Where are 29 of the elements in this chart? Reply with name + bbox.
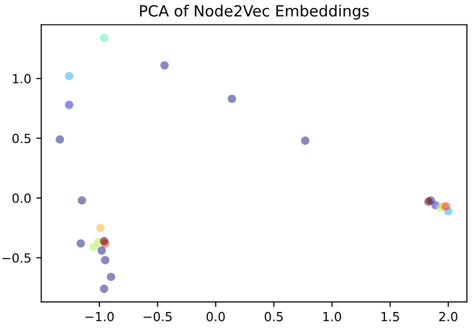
x-tick-label: −0.5 bbox=[144, 312, 172, 322]
point bbox=[100, 34, 108, 42]
point bbox=[100, 284, 108, 293]
x-tick-label: 0.0 bbox=[206, 312, 225, 322]
point bbox=[301, 136, 310, 145]
point bbox=[96, 224, 105, 232]
y-tick-label: 0.5 bbox=[12, 134, 30, 144]
point bbox=[76, 239, 85, 248]
chart-title: PCA of Node2Vec Embeddings bbox=[140, 4, 369, 20]
x-tick-label: 1.5 bbox=[382, 312, 399, 322]
y-tick-label: 1.0 bbox=[13, 74, 31, 84]
point bbox=[106, 272, 116, 282]
x-tick-label: 2.0 bbox=[439, 312, 458, 322]
x-tick-label: 0.5 bbox=[264, 312, 283, 322]
y-tick-label: −0.5 bbox=[2, 253, 30, 263]
x-tick-label: −1.0 bbox=[86, 312, 114, 322]
y-tick-label: 0.0 bbox=[12, 193, 31, 203]
x-tick-label: 1.0 bbox=[323, 312, 342, 322]
point bbox=[101, 256, 110, 264]
point bbox=[228, 94, 236, 103]
point bbox=[98, 246, 106, 255]
point bbox=[100, 236, 108, 246]
point bbox=[64, 72, 74, 80]
point bbox=[424, 197, 433, 206]
point bbox=[56, 135, 64, 144]
point bbox=[78, 196, 86, 205]
point bbox=[64, 100, 74, 109]
point bbox=[160, 61, 169, 70]
point bbox=[442, 202, 450, 211]
